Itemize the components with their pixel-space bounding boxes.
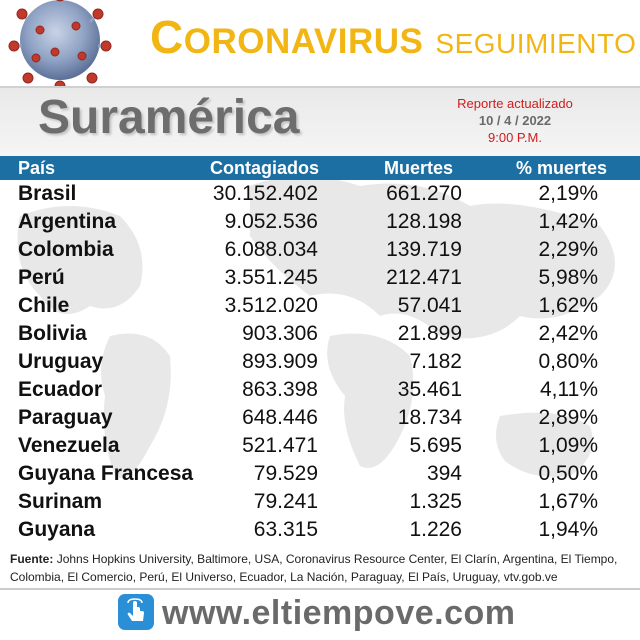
death-rate-cell: 1,62% bbox=[538, 294, 598, 317]
country-cell: Brasil bbox=[18, 182, 77, 205]
table-row: Venezuela 521.471 5.695 1,09% bbox=[0, 432, 640, 460]
death-rate-cell: 0,80% bbox=[538, 350, 598, 373]
coronavirus-icon bbox=[0, 0, 122, 88]
cases-cell: 903.306 bbox=[242, 322, 318, 345]
cases-cell: 863.398 bbox=[242, 378, 318, 401]
column-header-cases: Contagiados bbox=[210, 158, 320, 178]
deaths-cell: 394 bbox=[426, 462, 462, 485]
table-row: Guyana 63.315 1.226 1,94% bbox=[0, 516, 640, 544]
column-header-death-rate: % muertes bbox=[516, 158, 608, 178]
country-cell: Venezuela bbox=[18, 434, 120, 457]
country-cell: Uruguay bbox=[18, 350, 104, 373]
cases-cell: 9.052.536 bbox=[224, 210, 318, 233]
tap-hand-icon bbox=[118, 594, 154, 630]
death-rate-cell: 5,98% bbox=[538, 266, 598, 289]
report-date: 10 / 4 / 2022 bbox=[478, 113, 552, 128]
source-label: Fuente: bbox=[10, 552, 54, 566]
table-row: Colombia 6.088.034 139.719 2,29% bbox=[0, 236, 640, 264]
deaths-cell: 1.226 bbox=[409, 518, 462, 541]
table-row: Argentina 9.052.536 128.198 1,42% bbox=[0, 208, 640, 236]
table-row: Uruguay 893.909 7.182 0,80% bbox=[0, 348, 640, 376]
website-link[interactable]: www.eltiempove.com bbox=[162, 594, 516, 632]
column-header-country: País bbox=[18, 158, 56, 178]
country-cell: Paraguay bbox=[18, 406, 113, 429]
table-row: Surinam 79.241 1.325 1,67% bbox=[0, 488, 640, 516]
death-rate-cell: 2,29% bbox=[538, 238, 598, 261]
table-row: Bolivia 903.306 21.899 2,42% bbox=[0, 320, 640, 348]
country-cell: Guyana Francesa bbox=[18, 462, 194, 485]
title-suffix: SEGUIMIENTO bbox=[435, 28, 637, 59]
country-cell: Colombia bbox=[18, 238, 114, 261]
cases-cell: 521.471 bbox=[242, 434, 318, 457]
death-rate-cell: 0,50% bbox=[538, 462, 598, 485]
cases-cell: 63.315 bbox=[253, 518, 318, 541]
website-banner: www.eltiempove.com bbox=[118, 594, 638, 634]
table-row: Perú 3.551.245 212.471 5,98% bbox=[0, 264, 640, 292]
death-rate-cell: 1,42% bbox=[538, 210, 598, 233]
deaths-cell: 18.734 bbox=[397, 406, 462, 429]
header: CORONAVIRUS SEGUIMIENTO bbox=[0, 0, 640, 88]
country-cell: Bolivia bbox=[18, 322, 87, 345]
death-rate-cell: 1,94% bbox=[538, 518, 598, 541]
death-rate-cell: 4,11% bbox=[540, 378, 598, 401]
table-header: País Contagiados Muertes % muertes bbox=[0, 156, 640, 180]
death-rate-cell: 2,42% bbox=[538, 322, 598, 345]
death-rate-cell: 2,89% bbox=[538, 406, 598, 429]
world-map-background bbox=[17, 176, 615, 478]
report-time: 9:00 P.M. bbox=[488, 130, 542, 145]
deaths-cell: 35.461 bbox=[397, 378, 462, 401]
region-title: Suramérica bbox=[38, 91, 300, 144]
death-rate-cell: 1,09% bbox=[538, 434, 598, 457]
column-header-deaths: Muertes bbox=[384, 158, 454, 178]
table-row: Paraguay 648.446 18.734 2,89% bbox=[0, 404, 640, 432]
death-rate-cell: 1,67% bbox=[538, 490, 598, 513]
report-label: Reporte actualizado bbox=[457, 96, 573, 111]
death-rate-cell: 2,19% bbox=[538, 182, 598, 205]
title-initial: C bbox=[150, 11, 184, 63]
deaths-cell: 57.041 bbox=[397, 294, 462, 317]
title-rest: ORONAVIRUS bbox=[183, 22, 424, 61]
country-cell: Ecuador bbox=[18, 378, 103, 401]
deaths-cell: 139.719 bbox=[386, 238, 462, 261]
divider bbox=[0, 588, 640, 590]
country-cell: Chile bbox=[18, 294, 70, 317]
source-text: Johns Hopkins University, Baltimore, USA… bbox=[10, 552, 618, 584]
table-row: Brasil 30.152.402 661.270 2,19% bbox=[0, 180, 640, 208]
cases-cell: 648.446 bbox=[242, 406, 318, 429]
cases-cell: 79.529 bbox=[253, 462, 318, 485]
table-row: Ecuador 863.398 35.461 4,11% bbox=[0, 376, 640, 404]
deaths-cell: 128.198 bbox=[386, 210, 462, 233]
country-cell: Argentina bbox=[18, 210, 117, 233]
report-info: Reporte actualizado 10 / 4 / 2022 9:00 P… bbox=[420, 95, 610, 146]
deaths-cell: 7.182 bbox=[409, 350, 462, 373]
deaths-cell: 1.325 bbox=[409, 490, 462, 513]
country-cell: Surinam bbox=[18, 490, 103, 513]
country-cell: Guyana bbox=[18, 518, 96, 541]
deaths-cell: 661.270 bbox=[386, 182, 462, 205]
deaths-cell: 212.471 bbox=[386, 266, 462, 289]
table-row: Guyana Francesa 79.529 394 0,50% bbox=[0, 460, 640, 488]
country-cell: Perú bbox=[18, 266, 65, 289]
cases-cell: 79.241 bbox=[253, 490, 318, 513]
data-table: País Contagiados Muertes % muertes Brasi… bbox=[0, 156, 640, 546]
cases-cell: 30.152.402 bbox=[212, 182, 318, 205]
table-row: Chile 3.512.020 57.041 1,62% bbox=[0, 292, 640, 320]
region-band bbox=[0, 86, 640, 156]
cases-cell: 893.909 bbox=[242, 350, 318, 373]
cases-cell: 3.551.245 bbox=[224, 266, 318, 289]
source-note: Fuente: Johns Hopkins University, Baltim… bbox=[10, 550, 630, 586]
deaths-cell: 5.695 bbox=[409, 434, 462, 457]
page-title: CORONAVIRUS SEGUIMIENTO bbox=[150, 14, 636, 65]
deaths-cell: 21.899 bbox=[397, 322, 462, 345]
cases-cell: 3.512.020 bbox=[224, 294, 318, 317]
cases-cell: 6.088.034 bbox=[224, 238, 318, 261]
